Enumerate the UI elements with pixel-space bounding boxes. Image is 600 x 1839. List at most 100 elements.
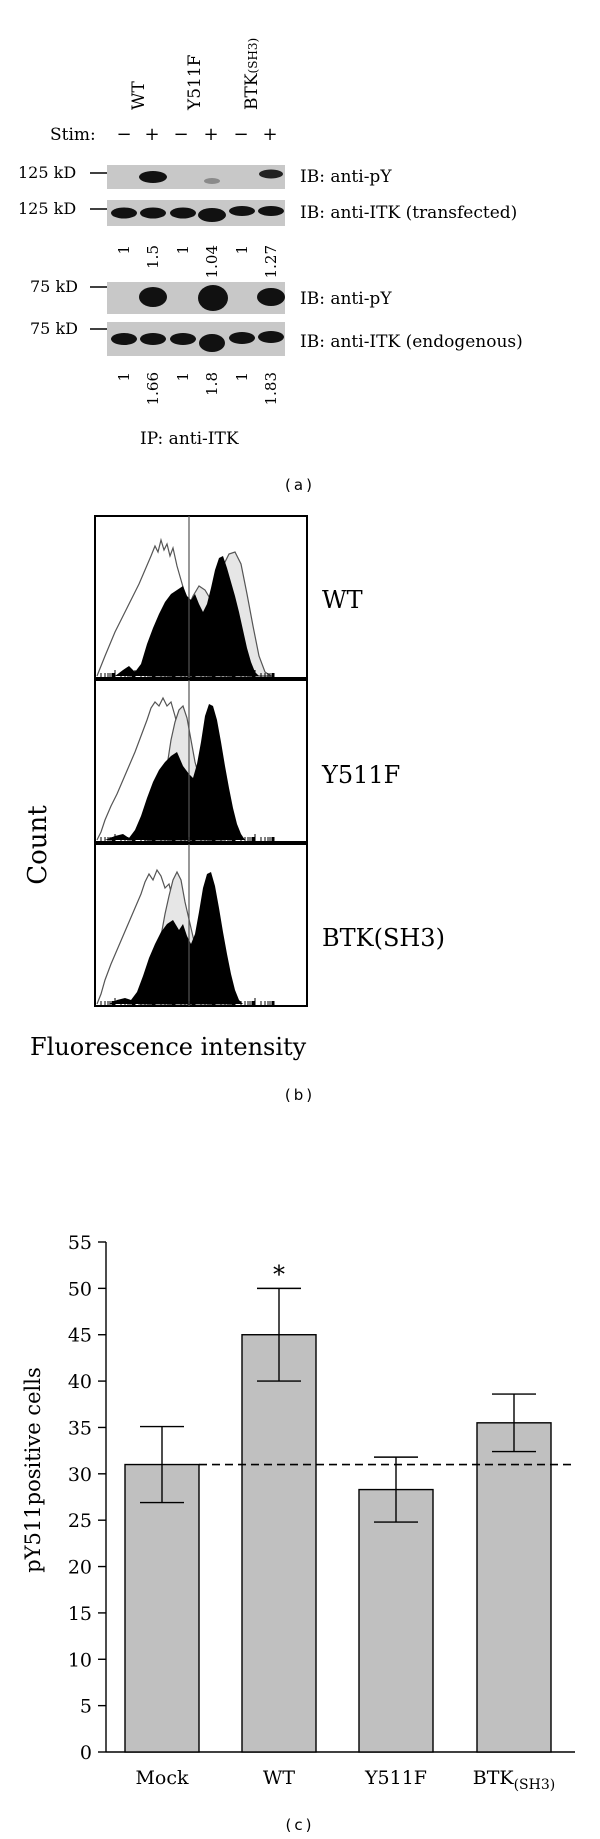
y-tick-label: 35 [68,1417,92,1439]
blot-band [139,287,167,307]
quant-value: 1 [233,372,251,382]
bar [476,1422,552,1753]
stim-histogram [109,872,243,1004]
blot-bands-endogenous [111,331,284,352]
y-tick-label: 5 [80,1696,92,1718]
quant-value: 1 [115,372,133,382]
blot-band [204,178,220,184]
y-tick-label: 45 [68,1325,92,1347]
count-axis-label: Count [23,805,53,885]
quant-value: 1.83 [262,372,280,405]
panel-a-caption: (a) [285,476,315,494]
blot-strip-pY-125 [107,165,285,189]
panel-c-bar-chart: pY511positive cells 0 5 10 15 20 25 30 35 40 45 50… [21,1232,575,1834]
blot-band [257,288,285,306]
blot-row-label: IB: anti-pY [300,167,392,187]
lane-label-y511f: Y511F [185,54,205,111]
histogram-frame [94,679,308,843]
blot-band [259,169,283,179]
quant-value: 1.8 [203,372,221,396]
y-tick-label: 25 [68,1510,92,1532]
quant-value: 1.04 [203,245,221,278]
blot-band [198,208,226,222]
marker-label: 125 kD [18,163,76,182]
lane-label-wt: WT [129,81,149,110]
y-tick-label: 55 [68,1232,92,1254]
histogram-wt [94,515,308,679]
y-tick-label: 15 [68,1603,92,1625]
quant-value: 1 [174,372,192,382]
blot-strip-pY-75 [107,282,285,314]
category-label-y511f: Y511F [364,1767,427,1789]
panel-b-flow-histograms: Count WT Y511F BTK(SH3) Fluorescence int… [23,515,445,1104]
quant-value: 1.66 [144,372,162,405]
blot-row-label: IB: anti-ITK (endogenous) [300,332,523,352]
blot-band [140,207,166,219]
blot-bands-transfected [111,206,284,222]
blot-row-label: IB: anti-ITK (transfected) [300,203,517,223]
marker-label: 75 kD [30,277,78,296]
histogram-frame [94,843,308,1007]
lane-label-btk-main: BTK [242,73,262,110]
blot-band [258,331,284,343]
marker-label: 75 kD [30,319,78,338]
stim-sign: + [203,124,218,145]
histogram-btk-sh3 [94,843,308,1007]
y-tick-label: 40 [68,1371,92,1393]
histogram-label-btk-sh3: BTK(SH3) [322,924,445,952]
quant-endogenous: 1 1.66 1 1.8 1 1.83 [115,372,280,405]
y-tick-label: 20 [68,1557,92,1579]
bars [124,1334,552,1753]
quant-value: 1 [174,245,192,255]
blot-row-label: IB: anti-pY [300,289,392,309]
category-label-btk-main: BTK [473,1767,515,1789]
panel-a-western-blot: WT Y511F BTK(SH3) Stim: − + − + − + 125 … [18,38,523,494]
stim-sign: − [116,124,131,145]
y-axis: 0 5 10 15 20 25 30 35 40 45 50 55 [68,1232,107,1764]
y-tick-label: 30 [68,1464,92,1486]
quant-transfected: 1 1.5 1 1.04 1 1.27 [115,245,280,278]
quant-value: 1 [115,245,133,255]
category-label-mock: Mock [135,1767,189,1789]
stim-signs: − + − + − + [116,124,277,145]
blot-band [198,285,228,311]
blot-band [140,333,166,345]
significance-star: * [273,1260,285,1288]
stim-label: Stim: [50,125,96,145]
blot-band [139,171,167,183]
chart-ylabel: pY511positive cells [21,1367,45,1573]
bar [124,1463,200,1753]
y-tick-label: 0 [80,1742,92,1764]
blot-band [229,332,255,344]
y-tick-label: 50 [68,1278,92,1300]
histogram-y511f [94,679,308,843]
stim-sign: − [173,124,188,145]
category-label-btk: BTK(SH3) [473,1767,555,1793]
blot-band [229,206,255,216]
y-tick-label: 10 [68,1649,92,1671]
bar [358,1488,434,1753]
panel-b-caption: (b) [285,1086,315,1104]
histogram-frame [94,515,308,679]
blot-band [258,206,284,216]
blot-band [170,333,196,345]
category-label-btk-sub: (SH3) [514,1777,556,1793]
marker-label: 125 kD [18,199,76,218]
stim-sign: + [262,124,277,145]
fluorescence-axis-label: Fluorescence intensity [30,1033,307,1061]
blot-band [111,333,137,345]
blot-band [199,334,225,352]
quant-value: 1.5 [144,245,162,269]
stim-sign: − [233,124,248,145]
bar [241,1334,317,1753]
ip-label: IP: anti-ITK [140,429,239,449]
panel-c-caption: (c) [286,1816,315,1834]
x-category-labels: Mock WT Y511F BTK(SH3) [135,1767,555,1793]
histogram-label-y511f: Y511F [321,761,400,789]
stim-histogram [115,556,259,676]
error-bars [140,1287,536,1523]
quant-value: 1 [233,245,251,255]
category-label-wt: WT [263,1767,296,1789]
lane-label-btk: BTK(SH3) [242,38,262,110]
blot-band [111,207,137,219]
